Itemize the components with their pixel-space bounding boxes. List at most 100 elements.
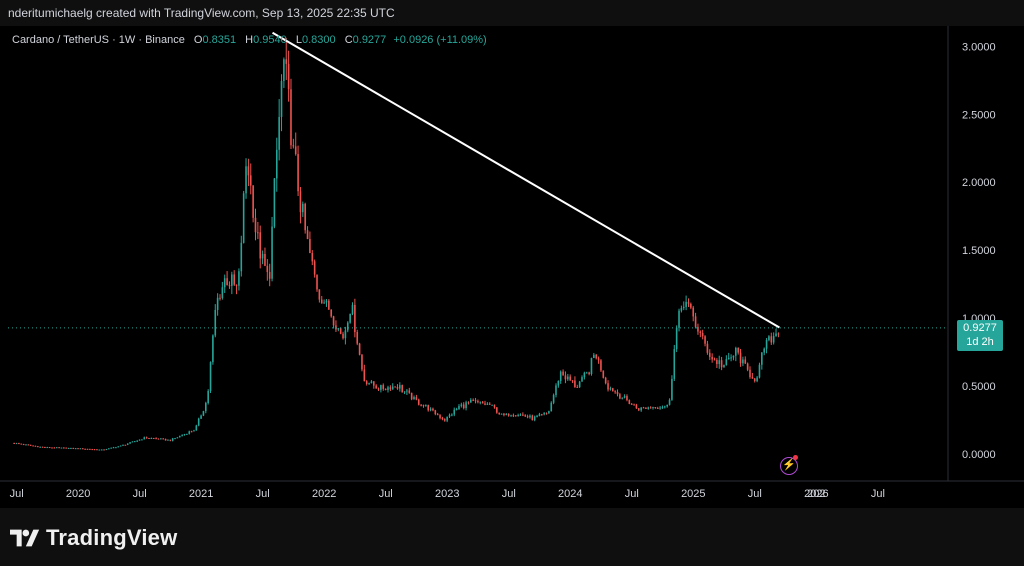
candle-body (294, 146, 297, 155)
candle-body (39, 446, 41, 448)
tradingview-logo[interactable]: TradingView (10, 525, 177, 551)
candle-body (233, 274, 235, 285)
candle-body (645, 407, 647, 409)
candle-body (285, 59, 288, 64)
candle-body (72, 447, 75, 449)
candle-body (522, 414, 524, 416)
candle-body (214, 309, 217, 336)
candle-body (342, 333, 344, 339)
candle-body (84, 448, 86, 450)
candle-body (115, 447, 117, 449)
candle-body (626, 396, 628, 401)
last-price-value: 0.9277 (963, 321, 997, 334)
candle-body (420, 404, 422, 406)
candle-body (91, 449, 94, 451)
candle-body (275, 149, 278, 179)
candle-body (63, 447, 65, 449)
candle-body (581, 377, 583, 382)
candle-body (583, 372, 586, 378)
candle-body (100, 449, 103, 451)
candle-body (361, 354, 363, 370)
candle-body (60, 447, 63, 449)
candle-body (249, 175, 252, 186)
candle-body (164, 438, 167, 441)
y-tick-label: 0.0000 (962, 449, 996, 461)
x-tick-label: Jul (256, 488, 270, 500)
candle-body (77, 448, 79, 450)
candle-body (569, 376, 571, 381)
close-value: 0.9277 (352, 34, 387, 46)
candle-body (370, 381, 373, 384)
price-chart[interactable]: 0.00000.50001.00001.50002.00002.50003.00… (0, 26, 1024, 508)
candle-body (427, 405, 430, 411)
candle-body (742, 359, 744, 364)
candle-body (756, 377, 758, 382)
open-label: O (193, 34, 203, 46)
candle-body (730, 357, 732, 359)
candle-body (664, 406, 666, 408)
x-tick-label: Jul (871, 488, 885, 500)
y-tick-label: 2.0000 (962, 177, 996, 189)
candle-body (98, 449, 101, 451)
candle-body (171, 438, 174, 441)
candle-body (505, 413, 508, 416)
candle-body (633, 404, 635, 406)
candle-body (443, 419, 446, 421)
candle-body (375, 385, 377, 389)
candle-body (682, 306, 685, 309)
candle-body (574, 380, 576, 387)
x-tick-label: 2022 (312, 488, 336, 500)
candle-body (302, 203, 304, 213)
candle-body (304, 203, 306, 231)
candle-body (559, 371, 562, 381)
candle-body (122, 444, 124, 446)
last-price-tag: 0.9277 1d 2h (957, 319, 1003, 351)
candle-body (666, 404, 668, 407)
candle-body (37, 446, 39, 448)
candle-body (145, 437, 148, 439)
candle-body (619, 394, 621, 399)
candle-body (167, 439, 169, 441)
candle-body (640, 407, 642, 411)
candle-body (339, 328, 342, 334)
candle-body (474, 400, 477, 402)
candle-body (415, 397, 418, 400)
candle-body (616, 391, 619, 395)
candle-body (536, 415, 538, 417)
candle-body (690, 303, 692, 308)
candle-body (387, 387, 389, 390)
candle-body (699, 331, 702, 334)
candle-body (512, 415, 515, 417)
candle-body (372, 381, 375, 386)
candle-body (65, 447, 68, 449)
candle-body (514, 415, 517, 417)
candle-body (103, 449, 105, 451)
candle-body (344, 330, 347, 339)
candle-body (668, 399, 671, 405)
symbol-label: Cardano / TetherUS · 1W · Binance (12, 34, 185, 46)
candle-body (711, 356, 713, 360)
candle-body (503, 413, 505, 416)
candle-body (751, 377, 754, 379)
candle-body (273, 178, 276, 227)
candle-body (152, 437, 155, 439)
tradingview-logo-icon (10, 529, 40, 547)
candle-body (86, 448, 89, 450)
chart-frame[interactable]: 0.00000.50001.00001.50002.00002.50003.00… (0, 26, 1024, 508)
candle-body (716, 360, 718, 364)
candle-body (746, 363, 749, 370)
candle-body (46, 447, 49, 449)
candle-body (451, 414, 453, 416)
candle-body (22, 444, 25, 446)
candle-body (337, 328, 340, 330)
candle-body (432, 408, 434, 411)
candle-body (701, 333, 704, 337)
candle-body (292, 145, 295, 147)
candle-body (358, 343, 361, 355)
candle-body (245, 166, 247, 194)
candle-body (749, 369, 751, 378)
candle-body (479, 401, 482, 403)
candle-body (656, 407, 659, 409)
candle-body (725, 359, 728, 365)
flash-icon[interactable]: ⚡ (780, 457, 798, 475)
